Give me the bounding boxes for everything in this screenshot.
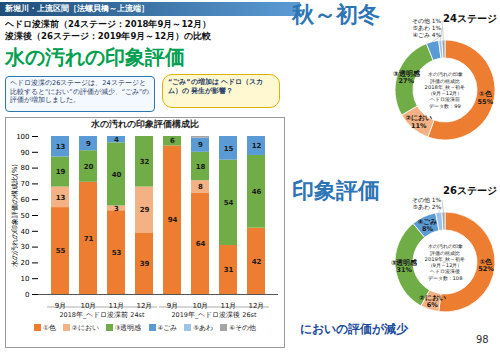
svg-text:18: 18 xyxy=(196,163,206,171)
html-text:98: 98 xyxy=(476,334,489,345)
svg-text:39: 39 xyxy=(140,260,150,268)
svg-text:31: 31 xyxy=(224,266,234,274)
svg-text:9月: 9月 xyxy=(55,302,66,310)
svg-text:①色55%: ①色55% xyxy=(478,90,494,106)
svg-text:20: 20 xyxy=(21,259,30,267)
svg-text:10月: 10月 xyxy=(81,302,97,310)
svg-text:19: 19 xyxy=(56,168,66,176)
svg-text:13: 13 xyxy=(56,143,66,151)
svg-text:データ数：99: データ数：99 xyxy=(429,103,461,109)
html-text:24ステージ: 24ステージ xyxy=(443,13,497,24)
html-text:④ごみ: ④ごみ xyxy=(157,323,178,332)
svg-text:2019年_秋～初冬: 2019年_秋～初冬 xyxy=(425,256,466,263)
svg-text:60: 60 xyxy=(21,196,30,204)
svg-text:その他 1%: その他 1% xyxy=(412,18,442,25)
html-text:秋～初冬: 秋～初冬 xyxy=(292,2,380,27)
svg-text:80: 80 xyxy=(21,164,30,172)
svg-text:11月: 11月 xyxy=(221,302,237,310)
svg-text:54: 54 xyxy=(224,199,234,207)
svg-text:ヘドロ浚渫後: ヘドロ浚渫後 xyxy=(430,268,460,274)
svg-text:評価の構成比: 評価の構成比 xyxy=(430,78,460,84)
html-text:⑤あわ: ⑤あわ xyxy=(193,323,214,332)
svg-text:10月: 10月 xyxy=(193,302,209,310)
svg-text:55: 55 xyxy=(56,247,66,255)
svg-text:3: 3 xyxy=(114,205,119,213)
svg-text:50: 50 xyxy=(21,212,30,220)
html-text:印象評価: 印象評価 xyxy=(292,178,380,203)
html-text:26ステージ: 26ステージ xyxy=(443,185,497,196)
svg-text:2018年_秋～初冬: 2018年_秋～初冬 xyxy=(425,84,466,91)
svg-text:（9月～12月）: （9月～12月） xyxy=(428,90,463,96)
html-text:においの評価が減少: においの評価が減少 xyxy=(300,322,408,336)
svg-text:4: 4 xyxy=(114,136,119,144)
svg-text:（9月～12月）: （9月～12月） xyxy=(428,262,463,268)
svg-text:評価の構成比: 評価の構成比 xyxy=(430,250,460,256)
svg-text:42: 42 xyxy=(252,258,262,266)
svg-text:2018年_ヘドロ浚渫前 24st: 2018年_ヘドロ浚渫前 24st xyxy=(59,311,145,319)
svg-text:53: 53 xyxy=(112,249,122,257)
svg-text:②におい6%: ②におい6% xyxy=(419,294,446,310)
html-text:“ごみ”の増加は ヘドロ（スカム）の 発生が影響？: “ごみ”の増加は ヘドロ（スカム）の 発生が影響？ xyxy=(168,78,263,95)
svg-text:90: 90 xyxy=(21,149,30,157)
svg-text:32: 32 xyxy=(140,158,150,166)
svg-text:③透明感31%: ③透明感31% xyxy=(391,259,419,275)
svg-text:⑤あわ 2%: ⑤あわ 2% xyxy=(413,204,442,211)
html-text:水の汚れの印象評価構成比: 水の汚れの印象評価構成比 xyxy=(91,119,199,129)
svg-text:70: 70 xyxy=(21,180,30,188)
svg-text:ヘドロ浚渫前: ヘドロ浚渫前 xyxy=(430,96,460,102)
svg-text:6: 6 xyxy=(170,137,175,145)
html-text:ヘドロ浚渫の26ステージは、24ステージと比較すると“におい: ヘドロ浚渫の26ステージは、24ステージと比較すると“におい”の評価が減少、“ご… xyxy=(10,79,150,104)
html-text:水の汚れの印象評価: 水の汚れの印象評価 xyxy=(5,45,185,69)
html-text:新堀川・上流区間［法螺貝橋～上流端］: 新堀川・上流区間［法螺貝橋～上流端］ xyxy=(5,4,149,13)
svg-text:①色52%: ①色52% xyxy=(478,258,494,274)
html-text:浚渫後（26ステージ：2019年9月～12月）の比較: 浚渫後（26ステージ：2019年9月～12月）の比較 xyxy=(5,31,212,41)
html-text:⑥その他: ⑥その他 xyxy=(229,323,256,332)
svg-text:データ数：108: データ数：108 xyxy=(428,275,463,281)
svg-text:8: 8 xyxy=(198,183,203,191)
svg-text:2019年_ヘドロ浚渫後 26st: 2019年_ヘドロ浚渫後 26st xyxy=(171,311,257,319)
html-text:②におい: ②におい xyxy=(71,323,99,332)
svg-text:水の汚れの印象: 水の汚れの印象 xyxy=(428,71,463,77)
svg-text:12月: 12月 xyxy=(249,302,265,310)
html-text:①色: ①色 xyxy=(43,323,56,332)
svg-text:15: 15 xyxy=(224,145,234,153)
svg-text:10: 10 xyxy=(21,275,30,283)
svg-text:水の汚れの印象: 水の汚れの印象 xyxy=(428,243,463,249)
svg-text:100: 100 xyxy=(16,133,29,141)
svg-text:水の汚れの印象評価の構成比(%): 水の汚れの印象評価の構成比(%) xyxy=(11,164,19,267)
svg-text:64: 64 xyxy=(196,240,206,248)
html-text:ヘドロ浚渫前（24ステージ：2018年9月～12月）: ヘドロ浚渫前（24ステージ：2018年9月～12月） xyxy=(5,19,212,29)
svg-text:20: 20 xyxy=(84,163,94,171)
svg-text:12月: 12月 xyxy=(137,302,153,310)
svg-text:13: 13 xyxy=(56,194,66,202)
svg-text:12: 12 xyxy=(252,142,262,150)
svg-text:②におい11%: ②におい11% xyxy=(405,114,432,130)
svg-text:29: 29 xyxy=(140,206,150,214)
svg-text:30: 30 xyxy=(21,243,30,251)
svg-text:11月: 11月 xyxy=(109,302,125,310)
svg-text:④ごみ8%: ④ごみ8% xyxy=(418,218,438,234)
svg-text:40: 40 xyxy=(112,171,122,179)
svg-text:46: 46 xyxy=(252,188,262,196)
svg-text:40: 40 xyxy=(21,228,30,236)
svg-text:71: 71 xyxy=(84,235,94,243)
svg-text:その他 1%: その他 1% xyxy=(412,197,442,204)
html-text:③透明感: ③透明感 xyxy=(114,323,142,332)
svg-text:9: 9 xyxy=(198,141,203,149)
svg-text:④ごみ 4%: ④ごみ 4% xyxy=(413,32,442,38)
svg-text:③透明感27%: ③透明感27% xyxy=(393,70,421,86)
svg-text:9: 9 xyxy=(86,140,91,148)
svg-text:94: 94 xyxy=(168,216,178,224)
svg-text:9月: 9月 xyxy=(167,302,178,310)
svg-text:0: 0 xyxy=(25,291,29,299)
svg-text:⑤あわ 1%: ⑤あわ 1% xyxy=(413,25,442,32)
